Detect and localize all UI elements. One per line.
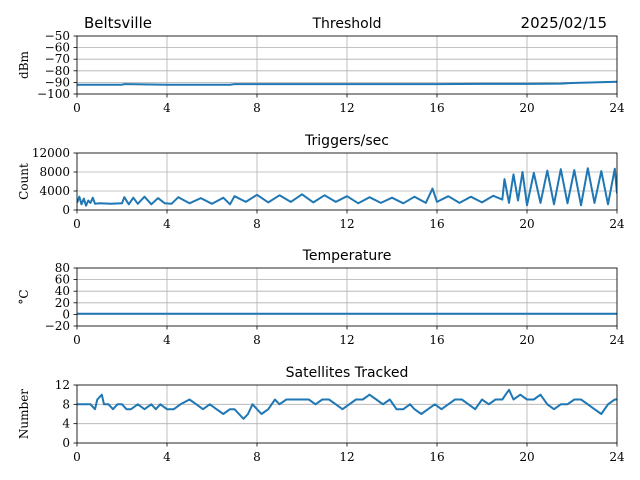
y-tick-label: 0 — [62, 436, 70, 450]
x-tick-label: 4 — [163, 101, 171, 115]
y-axis-label: Number — [17, 389, 31, 439]
chart-title: Temperature — [302, 248, 392, 264]
y-tick-label: 8000 — [39, 165, 70, 179]
report-date: 2025/02/15 — [521, 14, 607, 32]
panels: 0 4 8 12 16 20 24 −100−90−80−70−60−50 Threshold d… — [17, 16, 625, 464]
x-tick-label: 24 — [609, 217, 625, 231]
chart-panel-1: 0 4 8 12 16 20 24 −100−90−80−70−60−50 Threshold d… — [17, 16, 625, 115]
y-tick-label: 8 — [62, 397, 70, 411]
y-tick-label: −100 — [37, 87, 70, 101]
x-tick-label: 20 — [519, 450, 534, 464]
y-axis-label: dBm — [17, 50, 31, 79]
x-tick-label: 4 — [163, 333, 171, 347]
y-axis-label: °C — [17, 289, 31, 304]
x-tick-label: 4 — [163, 217, 171, 231]
y-tick-label: 0 — [62, 203, 70, 217]
x-tick-label: 24 — [609, 101, 625, 115]
series-line-1 — [77, 167, 617, 207]
x-tick-label: 8 — [253, 333, 261, 347]
x-tick-label: 12 — [339, 333, 354, 347]
x-tick-label: 8 — [253, 101, 261, 115]
x-tick-label: 20 — [519, 101, 534, 115]
x-tick-label: 12 — [339, 217, 354, 231]
x-tick-label: 4 — [163, 450, 171, 464]
chart-panel-4: 0 4 8 12 16 20 24 0 4 8 12 Satellites Tracked Number — [17, 365, 625, 464]
chart-title: Satellites Tracked — [286, 365, 409, 381]
x-tick-label: 0 — [73, 101, 81, 115]
y-tick-label: 4000 — [39, 184, 70, 198]
y-tick-label: −80 — [45, 64, 70, 78]
chart-title: Threshold — [312, 16, 382, 32]
x-tick-label: 16 — [429, 101, 444, 115]
y-tick-label: 40 — [55, 284, 70, 298]
station-name: Beltsville — [84, 14, 152, 32]
x-tick-label: 8 — [253, 450, 261, 464]
x-tick-label: 24 — [609, 450, 625, 464]
x-tick-label: 16 — [429, 217, 444, 231]
y-axis-label: Count — [17, 163, 31, 200]
x-tick-label: 0 — [73, 217, 81, 231]
x-tick-label: 0 — [73, 333, 81, 347]
y-tick-label: 20 — [55, 296, 70, 310]
y-tick-label: 80 — [55, 261, 70, 275]
x-tick-label: 16 — [429, 333, 444, 347]
x-tick-label: 20 — [519, 217, 534, 231]
series-line-1 — [77, 80, 617, 86]
x-tick-label: 8 — [253, 217, 261, 231]
y-tick-label: 60 — [55, 273, 70, 287]
y-tick-label: 12000 — [32, 146, 70, 160]
y-tick-label: 0 — [62, 307, 70, 321]
y-tick-label: 4 — [62, 417, 70, 431]
x-tick-label: 20 — [519, 333, 534, 347]
y-tick-label: −60 — [45, 41, 70, 55]
x-tick-label: 12 — [339, 101, 354, 115]
series-line-1 — [77, 388, 617, 420]
y-tick-label: −90 — [45, 75, 70, 89]
y-tick-label: −20 — [45, 319, 70, 333]
x-tick-label: 0 — [73, 450, 81, 464]
x-tick-label: 16 — [429, 450, 444, 464]
y-tick-label: −50 — [45, 29, 70, 43]
chart-title: Triggers/sec — [304, 133, 389, 149]
y-tick-label: 12 — [55, 378, 70, 392]
y-tick-label: −70 — [45, 52, 70, 66]
x-tick-label: 24 — [609, 333, 625, 347]
chart-panel-2: 0 4 8 12 16 20 24 0 4000 8000 12000 Triggers/sec Cou… — [17, 133, 625, 231]
x-tick-label: 12 — [339, 450, 354, 464]
